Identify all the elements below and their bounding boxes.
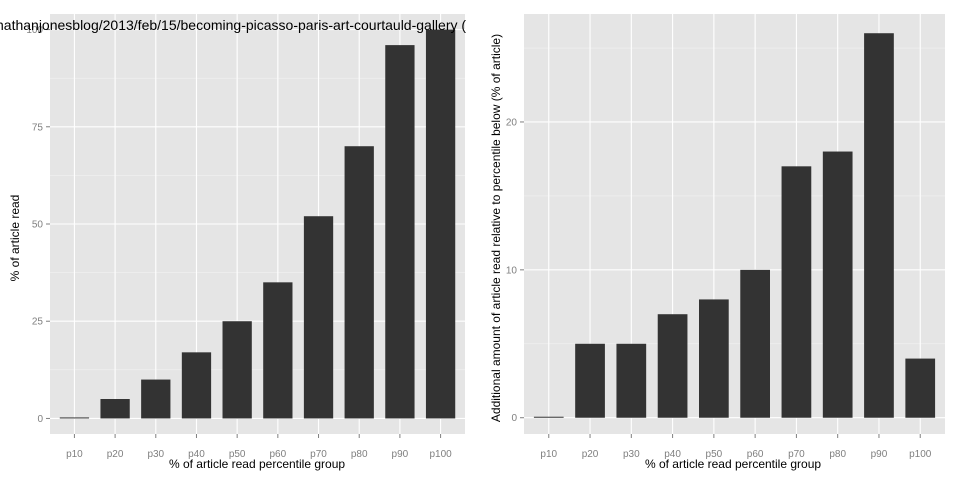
right-chart-bar-p40: [657, 314, 688, 418]
left-chart-y-tick-label: 75: [32, 122, 44, 133]
left-chart-bar-p10: [59, 417, 90, 419]
right-chart-y-axis-label: Additional amount of article read relati…: [489, 34, 503, 422]
right-chart-bar-p50: [699, 299, 729, 418]
right-chart: 0 10 20 p10 p20 p30 p40 p50 p60 p70 p80 p90 p100 Add…: [489, 14, 945, 471]
left-chart-x-tick-label-p20: p20: [107, 449, 124, 460]
right-chart-bar-p10: [533, 416, 564, 418]
left-chart-bar-p90: [385, 45, 415, 419]
right-chart-x-tick-label-p40: p40: [664, 449, 681, 460]
left-chart-y-tick-label: 100: [26, 25, 43, 36]
right-chart-bar-p80: [822, 151, 853, 418]
right-chart-bar-p100: [905, 358, 936, 418]
right-chart-y-tick-label: 0: [511, 413, 517, 424]
left-chart-x-tick-label-p80: p80: [351, 449, 368, 460]
left-chart-bar-p60: [263, 282, 293, 419]
left-chart-bar-p40: [181, 352, 212, 419]
left-chart-y-axis-label: % of article read: [8, 195, 22, 282]
right-chart-x-tick-label-p100: p100: [909, 449, 932, 460]
left-chart-x-tick-label-p60: p60: [269, 449, 286, 460]
right-chart-bar-p70: [781, 166, 812, 418]
right-chart-y-tick-label: 20: [506, 117, 518, 128]
right-chart-y-tick-label: 10: [506, 265, 518, 276]
left-chart-x-tick-label-p70: p70: [310, 449, 327, 460]
right-chart-x-axis-label: % of article read percentile group: [645, 457, 821, 471]
left-chart-y-tick-label: 25: [32, 317, 44, 328]
right-chart-x-tick-label-p50: p50: [706, 449, 723, 460]
left-chart-x-tick-label-p100: p100: [429, 449, 452, 460]
left-chart-x-axis-label: % of article read percentile group: [169, 457, 345, 471]
right-chart-x-tick-label-p60: p60: [747, 449, 764, 460]
left-chart-bar-p50: [222, 321, 252, 419]
right-chart-x-tick-label-p90: p90: [871, 449, 888, 460]
right-chart-bar-p60: [740, 269, 770, 418]
right-chart-x-tick-label-p20: p20: [582, 449, 599, 460]
left-chart-bar-p80: [344, 146, 374, 419]
left-chart-x-tick-label-p90: p90: [392, 449, 409, 460]
right-chart-bar-p30: [616, 343, 647, 418]
right-chart-x-tick-label-p80: p80: [829, 449, 846, 460]
left-chart-x-tick-label-p50: p50: [229, 449, 246, 460]
left-chart-x-tick-label-p40: p40: [188, 449, 205, 460]
left-chart-bar-p30: [141, 379, 171, 419]
left-chart: 0 25 50 75 100 p10 p20 p30 p40 p50 p60 p70 p80 p90 p10…: [0, 14, 466, 471]
left-chart-x-tick-label-p30: p30: [147, 449, 164, 460]
right-chart-x-tick-label-p30: p30: [623, 449, 640, 460]
left-chart-x-tick-label-p10: p10: [66, 449, 83, 460]
right-chart-bar-p90: [864, 33, 894, 418]
left-chart-title: nathanjonesblog/2013/feb/15/becoming-pic…: [0, 17, 466, 33]
right-chart-x-tick-label-p10: p10: [540, 449, 557, 460]
left-chart-bar-p70: [303, 216, 334, 419]
left-chart-y-tick-label: 0: [37, 414, 43, 425]
right-chart-x-tick-label-p70: p70: [788, 449, 805, 460]
left-chart-bar-p100: [425, 29, 456, 419]
left-chart-bar-p20: [100, 399, 130, 419]
right-chart-bar-p20: [575, 343, 605, 418]
left-chart-y-tick-label: 50: [32, 220, 44, 231]
